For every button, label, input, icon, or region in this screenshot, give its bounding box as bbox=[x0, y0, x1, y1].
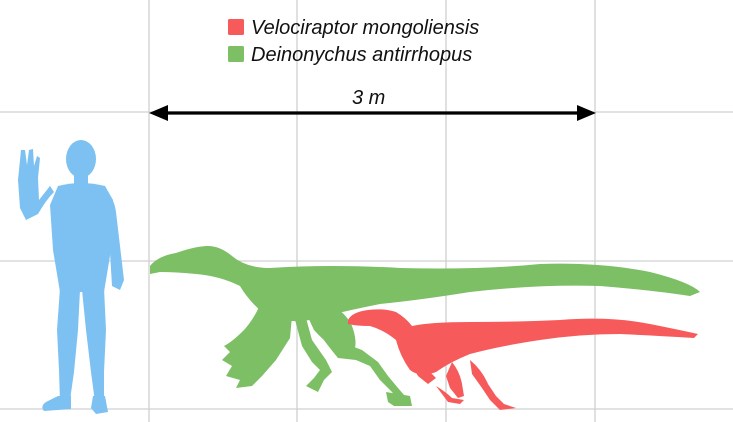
scale-arrow-right-icon bbox=[577, 105, 596, 121]
velociraptor-silhouette bbox=[348, 309, 698, 410]
legend-swatch-velociraptor bbox=[228, 19, 244, 35]
scale-bar: 3 m bbox=[149, 87, 596, 121]
human-silhouette bbox=[18, 140, 124, 414]
legend-swatch-deinonychus bbox=[228, 46, 244, 62]
legend-label-deinonychus: Deinonychus antirrhopus bbox=[251, 44, 472, 66]
legend-label-velociraptor: Velociraptor mongoliensis bbox=[251, 17, 479, 39]
deinonychus-silhouette bbox=[150, 246, 700, 406]
scale-arrow-left-icon bbox=[149, 105, 168, 121]
legend: Velociraptor mongoliensis Deinonychus an… bbox=[228, 17, 479, 66]
scale-bar-label: 3 m bbox=[352, 87, 385, 109]
